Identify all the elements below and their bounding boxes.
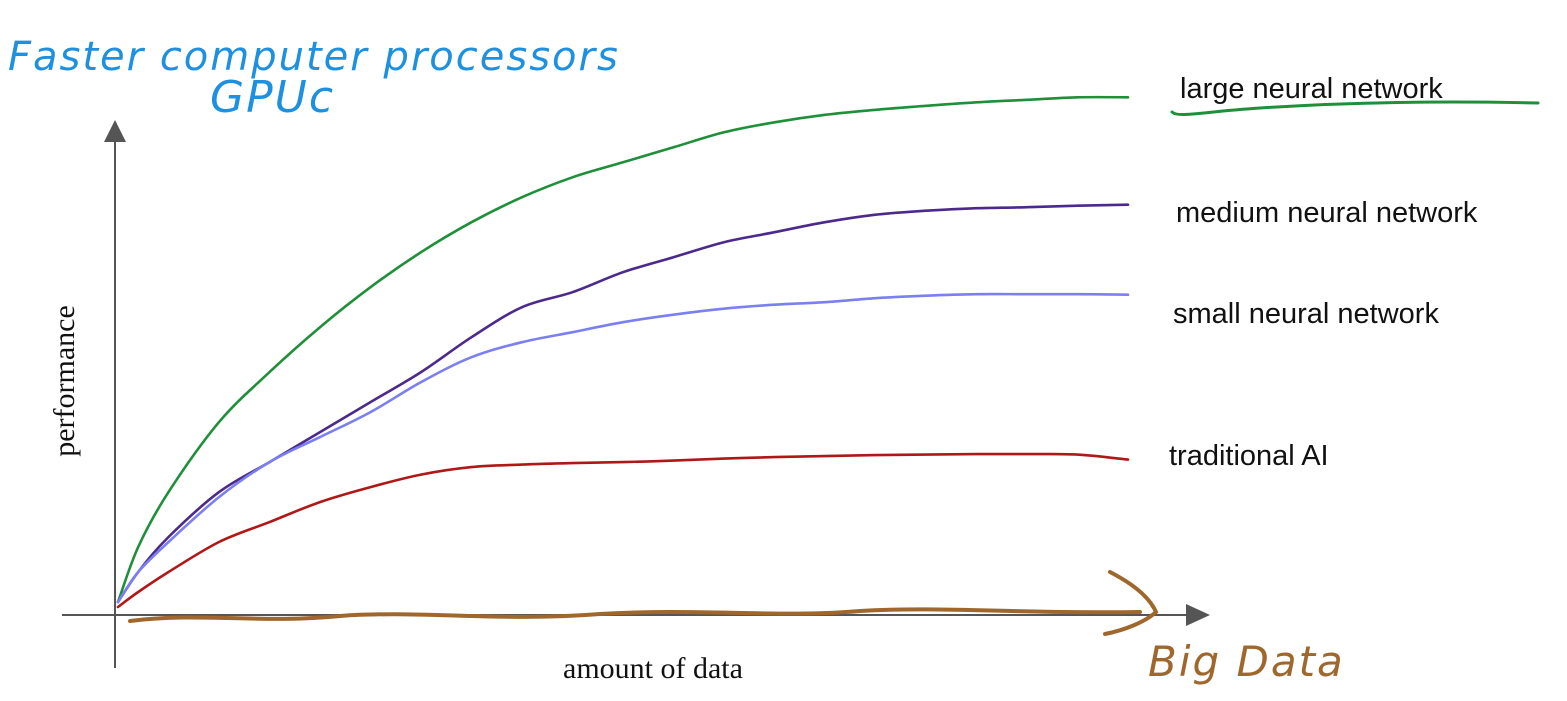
series-layer — [116, 95, 1130, 609]
series-line-large — [116, 95, 1130, 604]
series-label-traditional: traditional AI — [1169, 440, 1329, 472]
annotation-faster-processors: Faster computer processors — [8, 34, 620, 80]
series-label-medium: medium neural network — [1176, 197, 1478, 229]
y-axis-label: performance — [48, 305, 81, 457]
annotation-big-data: Big Data — [1148, 637, 1345, 686]
annotation-gpus: GPUc — [210, 72, 335, 123]
axes — [62, 120, 1210, 668]
series-line-small — [116, 292, 1130, 604]
series-line-medium — [116, 203, 1130, 604]
series-line-traditional — [116, 452, 1130, 609]
big-data-scribble — [128, 607, 1142, 623]
large-label-underline — [1170, 100, 1540, 117]
y-axis-arrow-icon — [104, 120, 126, 142]
big-data-arrow-icon — [1103, 570, 1159, 636]
series-label-small: small neural network — [1173, 298, 1439, 330]
x-axis-arrow-icon — [1186, 604, 1210, 626]
series-label-large: large neural network — [1180, 73, 1443, 105]
x-axis-label: amount of data — [563, 652, 743, 685]
